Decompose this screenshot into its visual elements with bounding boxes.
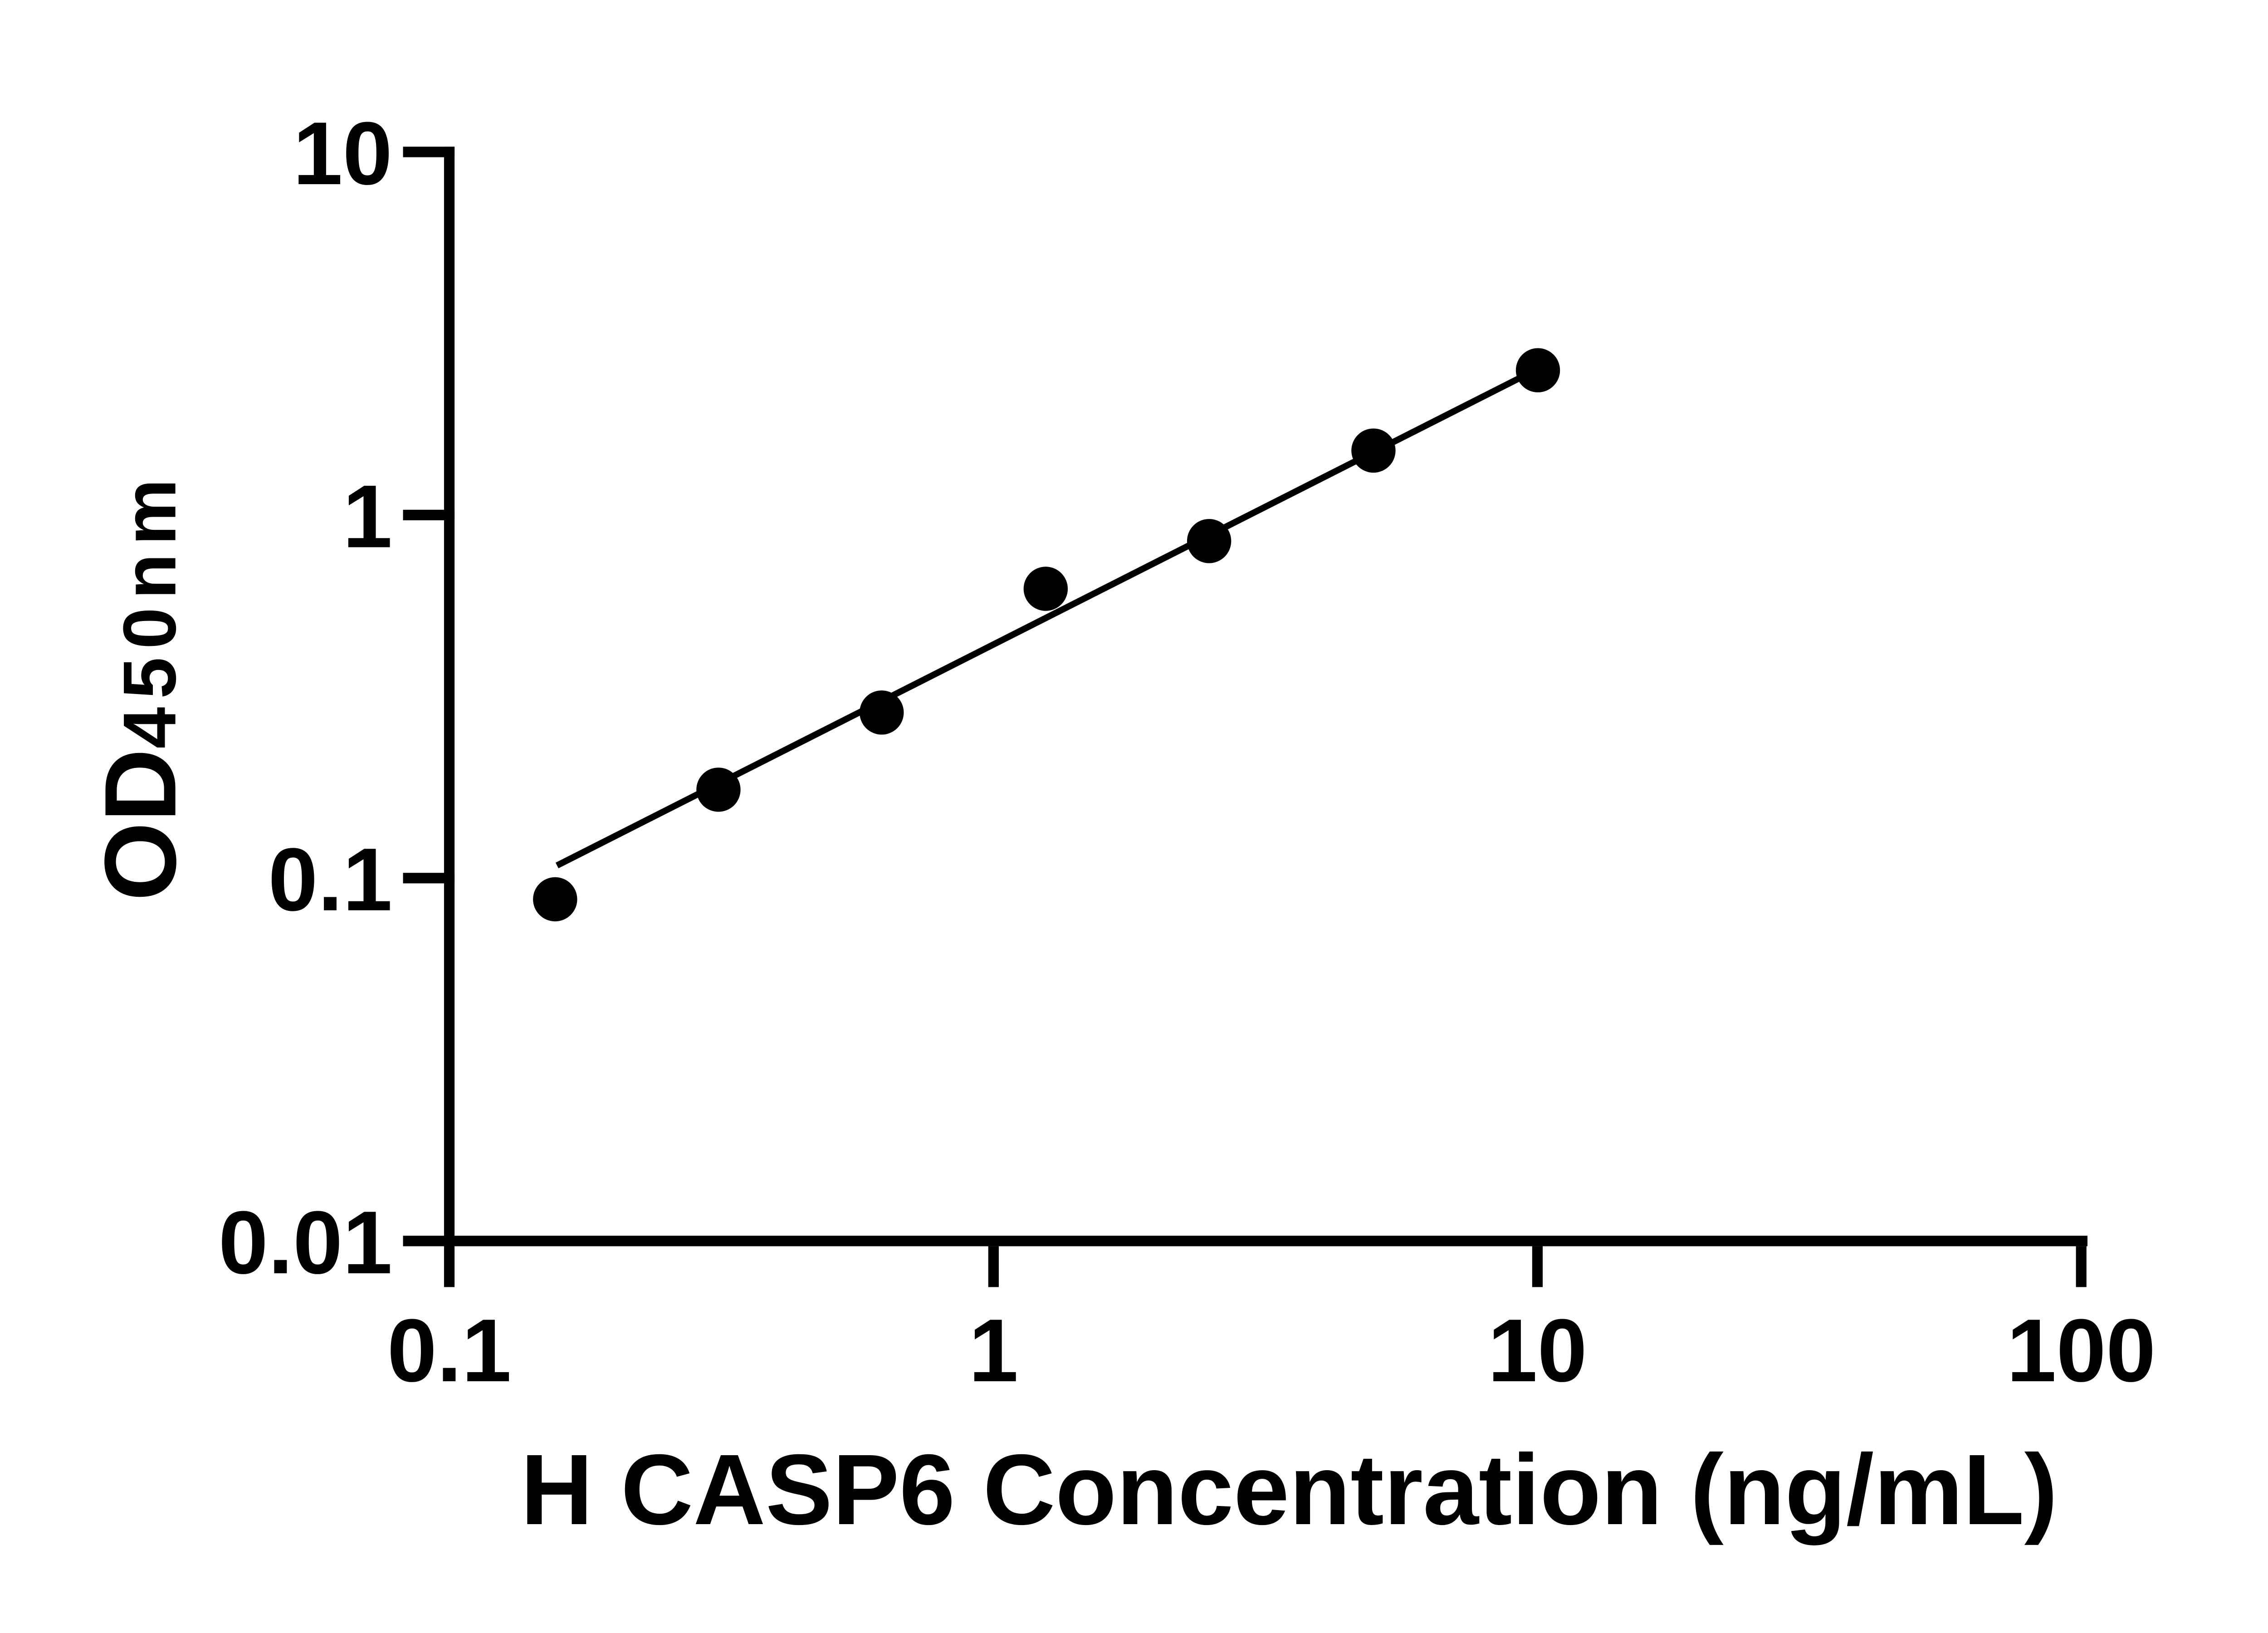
- svg-text:0.1: 0.1: [387, 1301, 512, 1400]
- svg-text:H CASP6 Concentration (ng/mL): H CASP6 Concentration (ng/mL): [521, 1433, 2058, 1545]
- svg-text:10: 10: [293, 103, 392, 203]
- svg-text:0.1: 0.1: [268, 830, 392, 929]
- svg-text:OD450nm: OD450nm: [84, 471, 197, 901]
- svg-text:1: 1: [969, 1301, 1019, 1400]
- svg-text:10: 10: [1488, 1301, 1587, 1400]
- svg-text:1: 1: [342, 466, 392, 566]
- svg-text:0.01: 0.01: [219, 1193, 392, 1292]
- svg-text:100: 100: [2007, 1301, 2156, 1400]
